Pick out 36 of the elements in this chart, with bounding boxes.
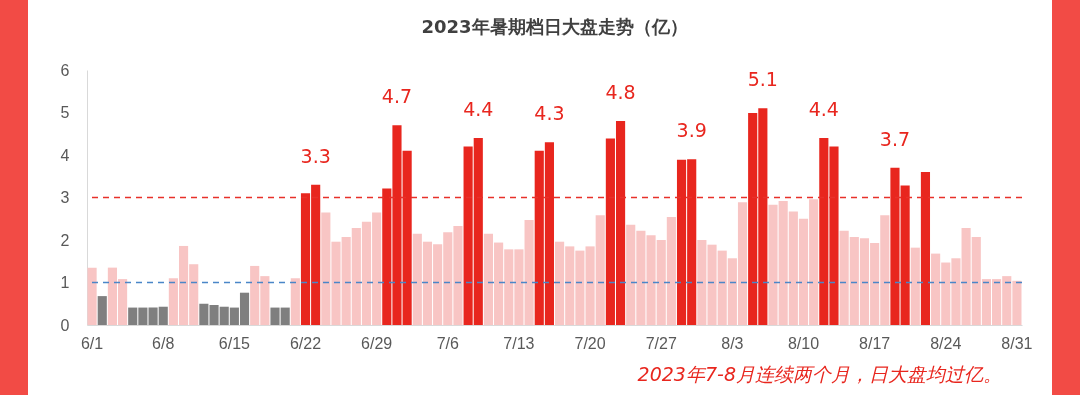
x-tick-label: 8/3 (721, 334, 744, 352)
data-label: 3.7 (879, 127, 911, 150)
y-tick-label: 6 (60, 61, 70, 79)
x-tick-label: 8/10 (787, 334, 820, 352)
data-label: 4.4 (808, 98, 839, 120)
bar (290, 278, 300, 325)
x-tick-label: 8/24 (930, 334, 962, 352)
bar (910, 247, 920, 325)
x-tick-label: 7/27 (645, 334, 677, 352)
y-tick-label: 5 (60, 104, 70, 121)
x-tick-label: 7/13 (503, 334, 535, 352)
y-tick-label: 0 (60, 316, 70, 334)
x-tick-label: 6/15 (218, 334, 251, 352)
data-label: 3.9 (676, 119, 707, 142)
x-tick-label: 8/17 (859, 334, 891, 352)
y-tick-label: 4 (60, 146, 70, 164)
data-label: 4.3 (534, 102, 565, 125)
x-tick-label: 7/6 (436, 334, 460, 352)
y-tick-label: 3 (60, 189, 70, 206)
y-tick-label: 2 (60, 231, 70, 249)
x-tick-label: 6/29 (361, 334, 393, 352)
x-tick-label: 6/8 (152, 334, 175, 352)
data-label: 4.7 (381, 85, 413, 108)
data-label: 4.4 (463, 98, 494, 120)
x-tick-label: 6/22 (289, 334, 322, 352)
chart-title: 2023年暑期档日大盘走势（亿） (421, 16, 688, 37)
bar (97, 296, 107, 325)
text: 2023年7-8月连续两个月，日大盘均过亿。 (637, 362, 1002, 387)
x-tick-label: 6/1 (80, 334, 104, 352)
data-label: 5.1 (747, 68, 778, 91)
data-label: 3.3 (300, 144, 331, 167)
data-label: 4.8 (605, 81, 636, 103)
x-tick-label: 8/31 (1001, 334, 1033, 352)
bar (87, 267, 97, 325)
y-tick-label: 1 (60, 274, 70, 291)
x-tick-label: 7/20 (574, 334, 606, 352)
